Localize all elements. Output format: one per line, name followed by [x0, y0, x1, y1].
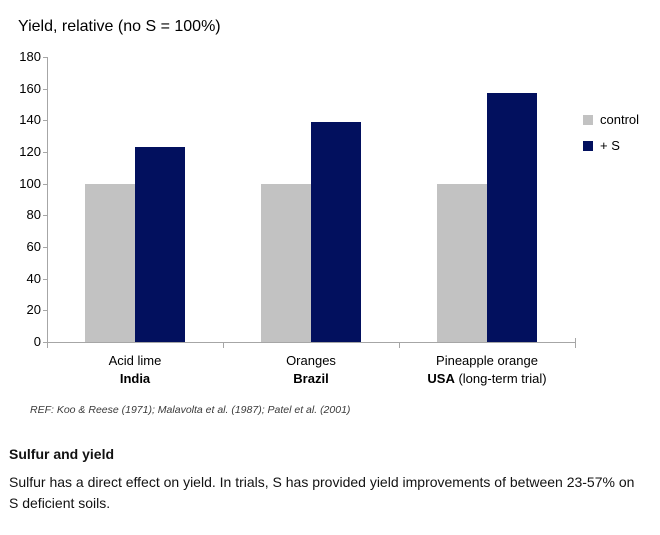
y-axis-tick: [43, 184, 47, 185]
x-category-crop: Pineapple orange: [436, 353, 538, 368]
x-category-crop: Acid lime: [108, 353, 162, 368]
bar-control: [261, 184, 311, 342]
bar-control: [85, 184, 135, 342]
y-axis-label: 60: [26, 239, 41, 254]
y-axis-tick: [43, 247, 47, 248]
y-axis-tick: [43, 152, 47, 153]
legend-swatch-plus-s: [583, 140, 593, 151]
y-axis-label: 20: [26, 302, 41, 318]
legend-label-plus-s: + S: [600, 138, 620, 153]
chart-title: Yield, relative (no S = 100%): [18, 18, 221, 35]
y-axis-tick: [43, 279, 47, 280]
x-axis-tick: [223, 343, 224, 348]
y-axis-label: 120: [19, 144, 41, 159]
y-axis-label: 0: [33, 334, 41, 349]
y-axis-label: 160: [19, 80, 41, 96]
reference-note: REF: Koo & Reese (1971); Malavolta et al…: [30, 404, 351, 416]
chart-legend: control + S: [583, 112, 639, 153]
x-category-label: Oranges Brazil: [223, 352, 399, 388]
y-axis-tick: [43, 57, 47, 58]
bar-control: [437, 184, 487, 342]
x-axis-line: [47, 342, 576, 343]
y-axis-label: 80: [26, 207, 41, 223]
y-axis-tick: [43, 215, 47, 216]
x-axis-tick: [575, 343, 576, 348]
bar-plus-s: [487, 93, 537, 342]
y-axis-label: 180: [19, 49, 41, 64]
x-category-region: Brazil: [293, 371, 329, 386]
y-axis-label: 100: [19, 175, 41, 191]
x-axis-tick: [399, 343, 400, 348]
bar-plus-s: [311, 122, 361, 342]
legend-item-plus-s: + S: [583, 138, 639, 153]
legend-item-control: control: [583, 112, 639, 127]
bar-plus-s: [135, 147, 185, 342]
y-axis-tick: [43, 120, 47, 121]
x-category-region: India: [119, 371, 151, 386]
y-axis-tick: [43, 342, 47, 343]
x-axis-end-tick: [575, 338, 576, 342]
x-category-region: USA (long-term trial): [427, 371, 547, 386]
y-axis-tick: [43, 310, 47, 311]
footer-heading: Sulfur and yield: [9, 446, 115, 462]
x-axis-tick: [47, 343, 48, 348]
x-category-label: Pineapple orange USA (long-term trial): [399, 352, 575, 388]
y-axis-label: 140: [19, 112, 41, 128]
y-axis-tick: [43, 89, 47, 90]
y-axis-line: [47, 57, 48, 342]
x-category-crop: Oranges: [286, 353, 336, 368]
legend-swatch-control: [583, 114, 593, 125]
y-axis-label: 40: [26, 270, 41, 286]
x-category-label: Acid lime India: [47, 352, 223, 388]
legend-label-control: control: [600, 112, 640, 127]
footer-body: Sulfur has a direct effect on yield. In …: [9, 474, 635, 511]
